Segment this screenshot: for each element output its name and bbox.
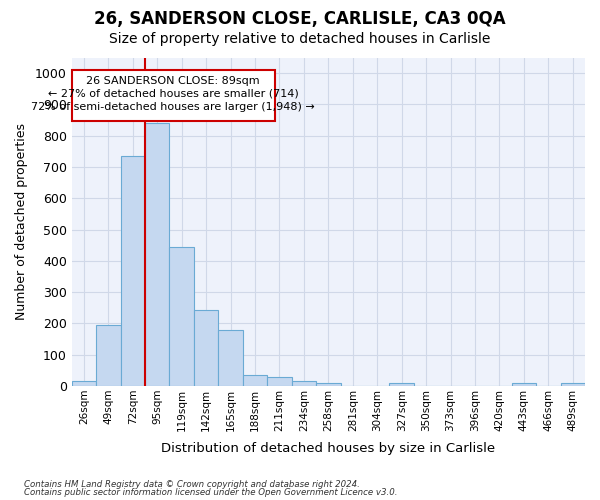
Bar <box>194 310 218 386</box>
Bar <box>292 382 316 386</box>
Bar <box>389 384 414 386</box>
Bar <box>145 123 169 386</box>
X-axis label: Distribution of detached houses by size in Carlisle: Distribution of detached houses by size … <box>161 442 496 455</box>
Y-axis label: Number of detached properties: Number of detached properties <box>15 123 28 320</box>
Bar <box>169 247 194 386</box>
Bar <box>243 375 267 386</box>
Bar <box>560 384 585 386</box>
Text: 26 SANDERSON CLOSE: 89sqm: 26 SANDERSON CLOSE: 89sqm <box>86 76 260 86</box>
Text: 26, SANDERSON CLOSE, CARLISLE, CA3 0QA: 26, SANDERSON CLOSE, CARLISLE, CA3 0QA <box>94 10 506 28</box>
Text: Size of property relative to detached houses in Carlisle: Size of property relative to detached ho… <box>109 32 491 46</box>
Text: ← 27% of detached houses are smaller (714): ← 27% of detached houses are smaller (71… <box>48 88 298 99</box>
Text: Contains HM Land Registry data © Crown copyright and database right 2024.: Contains HM Land Registry data © Crown c… <box>24 480 360 489</box>
Bar <box>71 70 275 120</box>
Text: 72% of semi-detached houses are larger (1,948) →: 72% of semi-detached houses are larger (… <box>31 102 315 112</box>
Bar <box>267 377 292 386</box>
Bar <box>512 384 536 386</box>
Text: Contains public sector information licensed under the Open Government Licence v3: Contains public sector information licen… <box>24 488 398 497</box>
Bar <box>121 156 145 386</box>
Bar <box>218 330 243 386</box>
Bar <box>96 325 121 386</box>
Bar <box>316 383 341 386</box>
Bar <box>71 382 96 386</box>
